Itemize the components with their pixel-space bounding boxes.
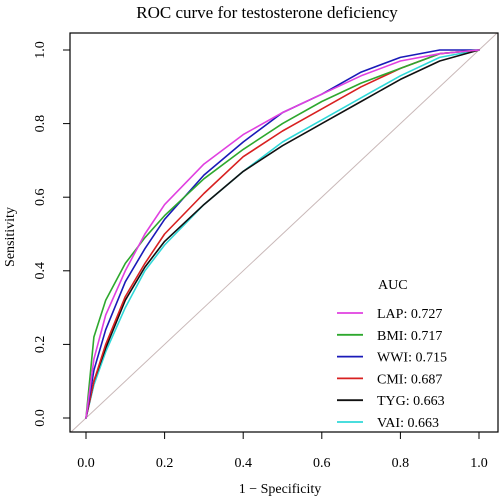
legend-label-4: TYG: 0.663	[377, 394, 445, 409]
y-tick-label: 0.6	[33, 188, 48, 206]
legend-label-0: LAP: 0.727	[377, 307, 442, 322]
y-tick-label: 1.0	[33, 41, 48, 59]
reference-diagonal-line	[70, 33, 498, 432]
x-tick-label: 1.0	[470, 456, 488, 471]
x-tick-label: 0.4	[234, 456, 252, 471]
x-tick-label: 0.6	[313, 456, 331, 471]
legend-label-3: CMI: 0.687	[377, 372, 442, 387]
legend-label-5: VAI: 0.663	[377, 416, 439, 431]
x-tick-label: 0.8	[392, 456, 410, 471]
plot-area	[70, 33, 498, 432]
legend: AUC LAP: 0.727 BMI: 0.717 WWI: 0.715 CMI: 0…	[337, 278, 447, 431]
legend-label-1: BMI: 0.717	[377, 329, 442, 344]
x-tick-label: 0.2	[156, 456, 174, 471]
legend-title: AUC	[378, 278, 408, 293]
y-tick-label: 0.8	[33, 115, 48, 133]
roc-line-1	[85, 49, 480, 419]
chart-title: ROC curve for testosterone deficiency	[136, 3, 398, 22]
plot-frame	[69, 32, 499, 433]
roc-line-0	[85, 49, 480, 419]
legend-label-2: WWI: 0.715	[377, 351, 447, 366]
axes: 0.0 0.2 0.4 0.6 0.8 1.0 0.0 0.2 0.4 0.6 0.8 1.0	[33, 32, 499, 471]
x-axis-title: 1 − Specificity	[239, 482, 322, 497]
y-axis-title: Sensitivity	[3, 207, 18, 267]
x-tick-label: 0.0	[77, 456, 95, 471]
roc-line-4	[85, 49, 480, 419]
y-tick-label: 0.0	[33, 409, 48, 427]
roc-line-2	[85, 49, 480, 419]
y-tick-label: 0.2	[33, 336, 48, 354]
y-tick-label: 0.4	[33, 262, 48, 280]
